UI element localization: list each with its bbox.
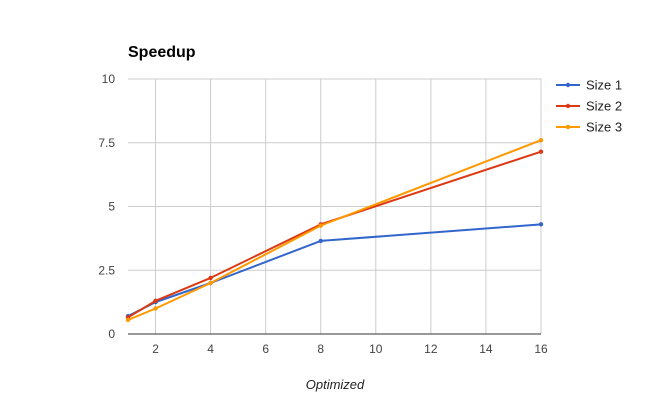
data-point	[125, 317, 131, 323]
series-layer	[125, 138, 544, 323]
y-tick-label: 0	[108, 327, 115, 341]
legend-item: Size 2	[556, 99, 622, 114]
x-tick-label: 2	[152, 342, 159, 356]
x-tick-label: 6	[262, 342, 269, 356]
chart-title: Speedup	[128, 44, 196, 61]
axis-layer: 0 2.5 5 7.5 10 2 4 6 8 10 12 14 16	[98, 72, 548, 356]
legend-swatch-point	[565, 103, 571, 109]
legend-label: Size 1	[586, 78, 622, 93]
x-tick-label: 8	[317, 342, 324, 356]
series-line	[127, 139, 542, 321]
legend-label: Size 3	[586, 120, 622, 135]
data-point	[318, 238, 323, 244]
x-tick-label: 4	[207, 342, 214, 356]
data-point	[538, 138, 544, 143]
legend-item: Size 3	[556, 120, 622, 135]
y-tick-label: 2.5	[98, 263, 115, 277]
data-point	[208, 275, 213, 281]
legend: Size 1 Size 2 Size 3	[556, 78, 622, 135]
y-tick-label: 7.5	[98, 136, 115, 150]
y-tick-label: 10	[102, 72, 116, 86]
data-point	[538, 149, 544, 154]
legend-swatch-point	[565, 124, 571, 130]
data-point	[153, 298, 158, 304]
data-point	[318, 223, 323, 228]
x-tick-label: 16	[534, 342, 548, 356]
x-axis-label: Optimized	[306, 377, 365, 392]
series-3	[125, 138, 544, 323]
legend-swatch-point	[565, 82, 571, 88]
x-tick-label: 10	[369, 342, 383, 356]
x-tick-label: 12	[424, 342, 438, 356]
legend-item: Size 1	[556, 78, 622, 93]
legend-label: Size 2	[586, 99, 622, 114]
x-tick-label: 14	[479, 342, 493, 356]
y-tick-label: 5	[108, 200, 115, 214]
data-point	[153, 306, 158, 311]
grid-layer	[128, 78, 542, 334]
data-point	[538, 222, 544, 227]
data-point	[208, 280, 213, 286]
